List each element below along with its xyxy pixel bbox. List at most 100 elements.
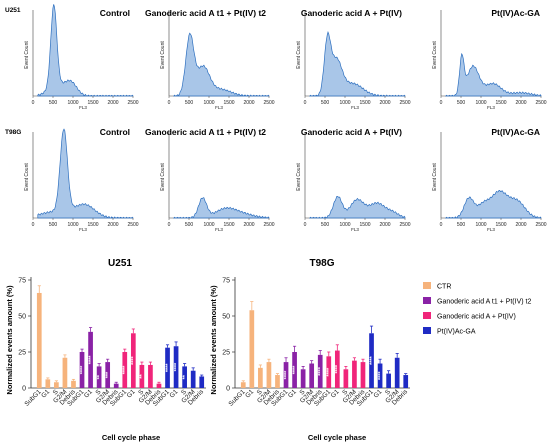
bar-ylabel-u251: Normalized events amount (%) (5, 285, 14, 395)
hist-curve (308, 31, 406, 97)
significance-mark: **** (165, 363, 171, 372)
hist-title-t98g-control: Control (100, 127, 130, 137)
hist-xtick-label: 0 (304, 222, 307, 228)
hist-title-u251-control: Control (100, 8, 130, 18)
hist-xtick-label: 1000 (475, 222, 486, 228)
significance-mark: **** (123, 365, 129, 374)
hist-xtick-label: 1500 (87, 100, 98, 106)
hist-yaxis-label: Event Count (296, 41, 302, 69)
legend-swatch-combo (423, 312, 431, 319)
hist-curve (173, 32, 270, 97)
bar (300, 369, 306, 388)
bar (386, 373, 391, 388)
row-label-t98g: T98G (5, 129, 21, 136)
bar (403, 375, 409, 388)
bar (199, 376, 205, 388)
hist-xaxis-label: FL3 (215, 105, 223, 110)
significance-mark: **** (327, 367, 333, 376)
hist-xtick-label: 2500 (263, 222, 274, 228)
hist-xtick-label: 2000 (243, 100, 254, 106)
hist-xtick-label: 500 (457, 222, 466, 228)
bar-category-label: S (256, 388, 264, 396)
significance-mark: **** (292, 365, 298, 374)
bar (96, 366, 102, 388)
significance-mark: **** (284, 370, 290, 379)
hist-xaxis-label: FL3 (351, 105, 359, 110)
bar (139, 364, 145, 388)
hist-xtick-label: 500 (185, 100, 194, 106)
hist-curve (444, 189, 542, 219)
hist-xtick-label: 2000 (107, 222, 118, 228)
hist-title-u251-sequential: Ganoderic acid A t1 + Pt(IV) t2 (145, 8, 266, 18)
significance-mark: ** (97, 374, 103, 379)
hist-xtick-label: 0 (168, 222, 171, 228)
hist-xtick-label: 0 (440, 100, 443, 106)
hist-xaxis-label: FL3 (487, 105, 495, 110)
bar (352, 360, 357, 388)
histogram-u251-combo: 0 500 1000 1500 2000 2500 FL3 Event Count (296, 10, 411, 110)
hist-xtick-label: 2500 (535, 222, 546, 228)
histogram-u251-conjugate: 0 500 1000 1500 2000 2500 FL3 Event Count (432, 10, 547, 110)
hist-yaxis-label: Event Count (24, 41, 30, 69)
hist-curve (308, 195, 406, 219)
hist-xtick-label: 1000 (475, 100, 486, 106)
hist-xtick-label: 500 (321, 222, 330, 228)
significance-mark: **** (80, 365, 86, 374)
hist-xtick-label: 2500 (399, 222, 410, 228)
hist-xaxis-label: FL3 (79, 105, 87, 110)
bar-ytick-label: 25 (18, 350, 26, 357)
bar (275, 375, 280, 388)
bar-ytick-label: 75 (222, 278, 230, 285)
significance-mark: **** (335, 364, 341, 373)
hist-xtick-label: 2000 (379, 100, 390, 106)
bar-chart-title-u251: U251 (108, 258, 132, 269)
hist-xtick-label: 2500 (127, 100, 138, 106)
bar (240, 382, 246, 388)
bar (309, 363, 315, 388)
bar (173, 346, 179, 388)
bar (266, 362, 272, 388)
hist-xaxis-label: FL3 (487, 227, 495, 232)
bar-ytick-label: 75 (18, 278, 26, 285)
bar (88, 331, 93, 388)
bar-category-label: S (95, 388, 103, 396)
hist-xtick-label: 2000 (515, 222, 526, 228)
hist-yaxis-label: Event Count (296, 163, 302, 191)
bar-category-label: S (137, 388, 145, 396)
bar (283, 362, 289, 388)
bar (317, 354, 323, 388)
hist-xtick-label: 1500 (495, 222, 506, 228)
hist-curve (172, 197, 270, 219)
hist-yaxis-label: Event Count (24, 163, 30, 191)
hist-title-u251-combo: Ganoderic acid A + Pt(IV) (301, 8, 402, 18)
histogram-t98g-control: 0 500 1000 1500 2000 2500 FL3 Event Count (24, 128, 139, 232)
hist-curve (444, 52, 542, 97)
bar (258, 367, 263, 388)
bar-category-label: G1 (126, 388, 137, 399)
histogram-t98g-conjugate: 0 500 1000 1500 2000 2500 FL3 Event Count (432, 132, 547, 232)
bar-ytick-label: 50 (222, 314, 230, 321)
hist-yaxis-label: Event Count (160, 163, 166, 191)
hist-xaxis-label: FL3 (351, 227, 359, 232)
bar (113, 383, 119, 388)
significance-mark: **** (131, 356, 137, 365)
hist-xtick-label: 1500 (223, 100, 234, 106)
hist-xtick-label: 1000 (67, 100, 78, 106)
bar (182, 366, 187, 388)
bar-category-label: S (180, 388, 188, 396)
hist-xtick-label: 2000 (107, 100, 118, 106)
bar-category-label: SubG1 (23, 388, 43, 408)
bar-category-label: G1 (168, 388, 179, 399)
bar (71, 380, 76, 388)
histogram-u251-sequential: 0 500 1000 1500 2000 2500 FL3 Event Count (160, 10, 275, 110)
bar (105, 362, 111, 388)
bar (148, 364, 153, 388)
hist-xtick-label: 0 (440, 222, 443, 228)
hist-xtick-label: 500 (321, 100, 330, 106)
bar (369, 333, 374, 388)
hist-xtick-label: 0 (32, 100, 35, 106)
legend-label-conjugate: Pt(IV)Ac-GA (437, 329, 476, 336)
histogram-t98g-sequential: 0 500 1000 1500 2000 2500 FL3 Event Count (160, 132, 275, 232)
